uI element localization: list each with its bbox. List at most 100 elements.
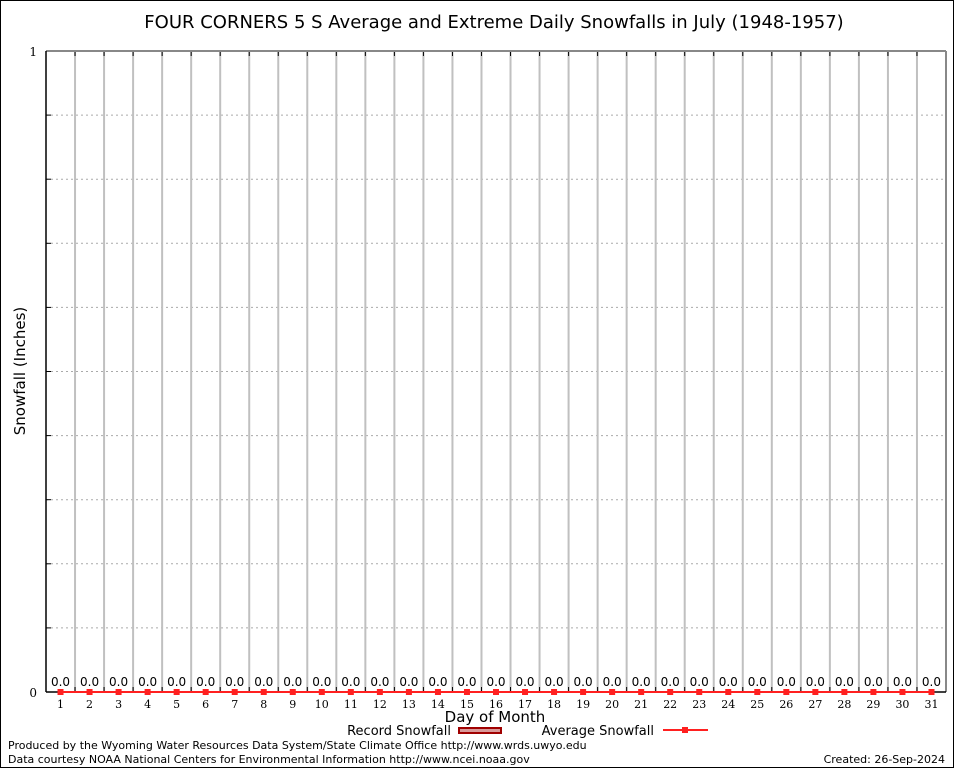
x-tick-label: 31 — [924, 698, 938, 711]
x-tick-label: 14 — [431, 698, 445, 711]
footer-data-courtesy: Data courtesy NOAA National Centers for … — [8, 753, 530, 766]
y-tick-label-1: 1 — [29, 45, 37, 59]
x-tick-label: 26 — [779, 698, 793, 711]
data-label: 0.0 — [370, 675, 389, 689]
average-marker — [725, 689, 732, 695]
x-tick-label: 2 — [86, 698, 93, 711]
footer-created: Created: 26-Sep-2024 — [823, 753, 945, 766]
data-label: 0.0 — [283, 675, 302, 689]
average-marker — [57, 689, 64, 695]
average-marker — [580, 689, 587, 695]
data-label: 0.0 — [254, 675, 273, 689]
data-label: 0.0 — [138, 675, 157, 689]
average-marker — [667, 689, 674, 695]
average-marker — [609, 689, 616, 695]
x-tick-label: 27 — [808, 698, 822, 711]
average-marker — [405, 689, 412, 695]
x-tick-label: 18 — [547, 698, 561, 711]
data-label: 0.0 — [399, 675, 418, 689]
average-marker — [551, 689, 558, 695]
average-marker — [754, 689, 761, 695]
data-label: 0.0 — [748, 675, 767, 689]
data-label: 0.0 — [806, 675, 825, 689]
average-marker — [463, 689, 470, 695]
x-tick-label: 11 — [344, 698, 358, 711]
data-label: 0.0 — [486, 675, 505, 689]
data-label: 0.0 — [515, 675, 534, 689]
x-tick-label: 24 — [721, 698, 735, 711]
x-tick-label: 3 — [115, 698, 122, 711]
average-marker — [202, 689, 209, 695]
data-label: 0.0 — [777, 675, 796, 689]
data-label: 0.0 — [428, 675, 447, 689]
data-label: 0.0 — [922, 675, 941, 689]
footer-produced-by: Produced by the Wyoming Water Resources … — [8, 739, 587, 752]
data-label: 0.0 — [341, 675, 360, 689]
data-label: 0.0 — [632, 675, 651, 689]
average-marker — [115, 689, 122, 695]
x-tick-label: 8 — [260, 698, 267, 711]
x-tick-label: 4 — [144, 698, 151, 711]
average-marker — [812, 689, 819, 695]
average-marker — [260, 689, 267, 695]
data-label: 0.0 — [167, 675, 186, 689]
x-tick-label: 13 — [402, 698, 416, 711]
data-label: 0.0 — [835, 675, 854, 689]
x-tick-label: 20 — [605, 698, 619, 711]
data-label: 0.0 — [109, 675, 128, 689]
data-label: 0.0 — [545, 675, 564, 689]
legend-average-marker — [682, 727, 688, 733]
x-tick-label: 28 — [837, 698, 851, 711]
data-label: 0.0 — [80, 675, 99, 689]
data-label: 0.0 — [574, 675, 593, 689]
data-label: 0.0 — [603, 675, 622, 689]
legend-record-swatch-pattern — [460, 729, 500, 732]
average-marker — [899, 689, 906, 695]
x-tick-label: 12 — [373, 698, 387, 711]
x-tick-label: 5 — [173, 698, 180, 711]
x-tick-label: 19 — [576, 698, 590, 711]
x-tick-label: 15 — [460, 698, 474, 711]
x-tick-label: 21 — [634, 698, 648, 711]
data-label: 0.0 — [719, 675, 738, 689]
average-marker — [86, 689, 93, 695]
x-tick-label: 10 — [315, 698, 329, 711]
x-tick-label: 30 — [895, 698, 909, 711]
x-tick-label: 6 — [202, 698, 209, 711]
x-tick-label: 1 — [57, 698, 64, 711]
data-label: 0.0 — [893, 675, 912, 689]
data-label: 0.0 — [196, 675, 215, 689]
average-marker — [783, 689, 790, 695]
average-marker — [434, 689, 441, 695]
data-label: 0.0 — [690, 675, 709, 689]
x-tick-label: 16 — [489, 698, 503, 711]
x-tick-label: 9 — [289, 698, 296, 711]
x-tick-label: 17 — [518, 698, 532, 711]
x-tick-label: 25 — [750, 698, 764, 711]
average-marker — [318, 689, 325, 695]
data-label: 0.0 — [661, 675, 680, 689]
legend-record-label: Record Snowfall — [347, 724, 451, 739]
average-marker — [696, 689, 703, 695]
average-marker — [841, 689, 848, 695]
average-marker — [231, 689, 238, 695]
x-tick-label: 23 — [692, 698, 706, 711]
average-marker — [638, 689, 645, 695]
average-marker — [870, 689, 877, 695]
x-axis-label: Day of Month — [445, 708, 546, 726]
data-label: 0.0 — [457, 675, 476, 689]
average-marker — [347, 689, 354, 695]
average-marker — [928, 689, 935, 695]
average-marker — [376, 689, 383, 695]
x-tick-label: 22 — [663, 698, 677, 711]
x-tick-label: 29 — [866, 698, 880, 711]
data-label: 0.0 — [312, 675, 331, 689]
average-marker — [289, 689, 296, 695]
average-marker — [522, 689, 529, 695]
data-label: 0.0 — [51, 675, 70, 689]
average-marker — [144, 689, 151, 695]
data-label: 0.0 — [864, 675, 883, 689]
x-tick-label: 7 — [231, 698, 238, 711]
